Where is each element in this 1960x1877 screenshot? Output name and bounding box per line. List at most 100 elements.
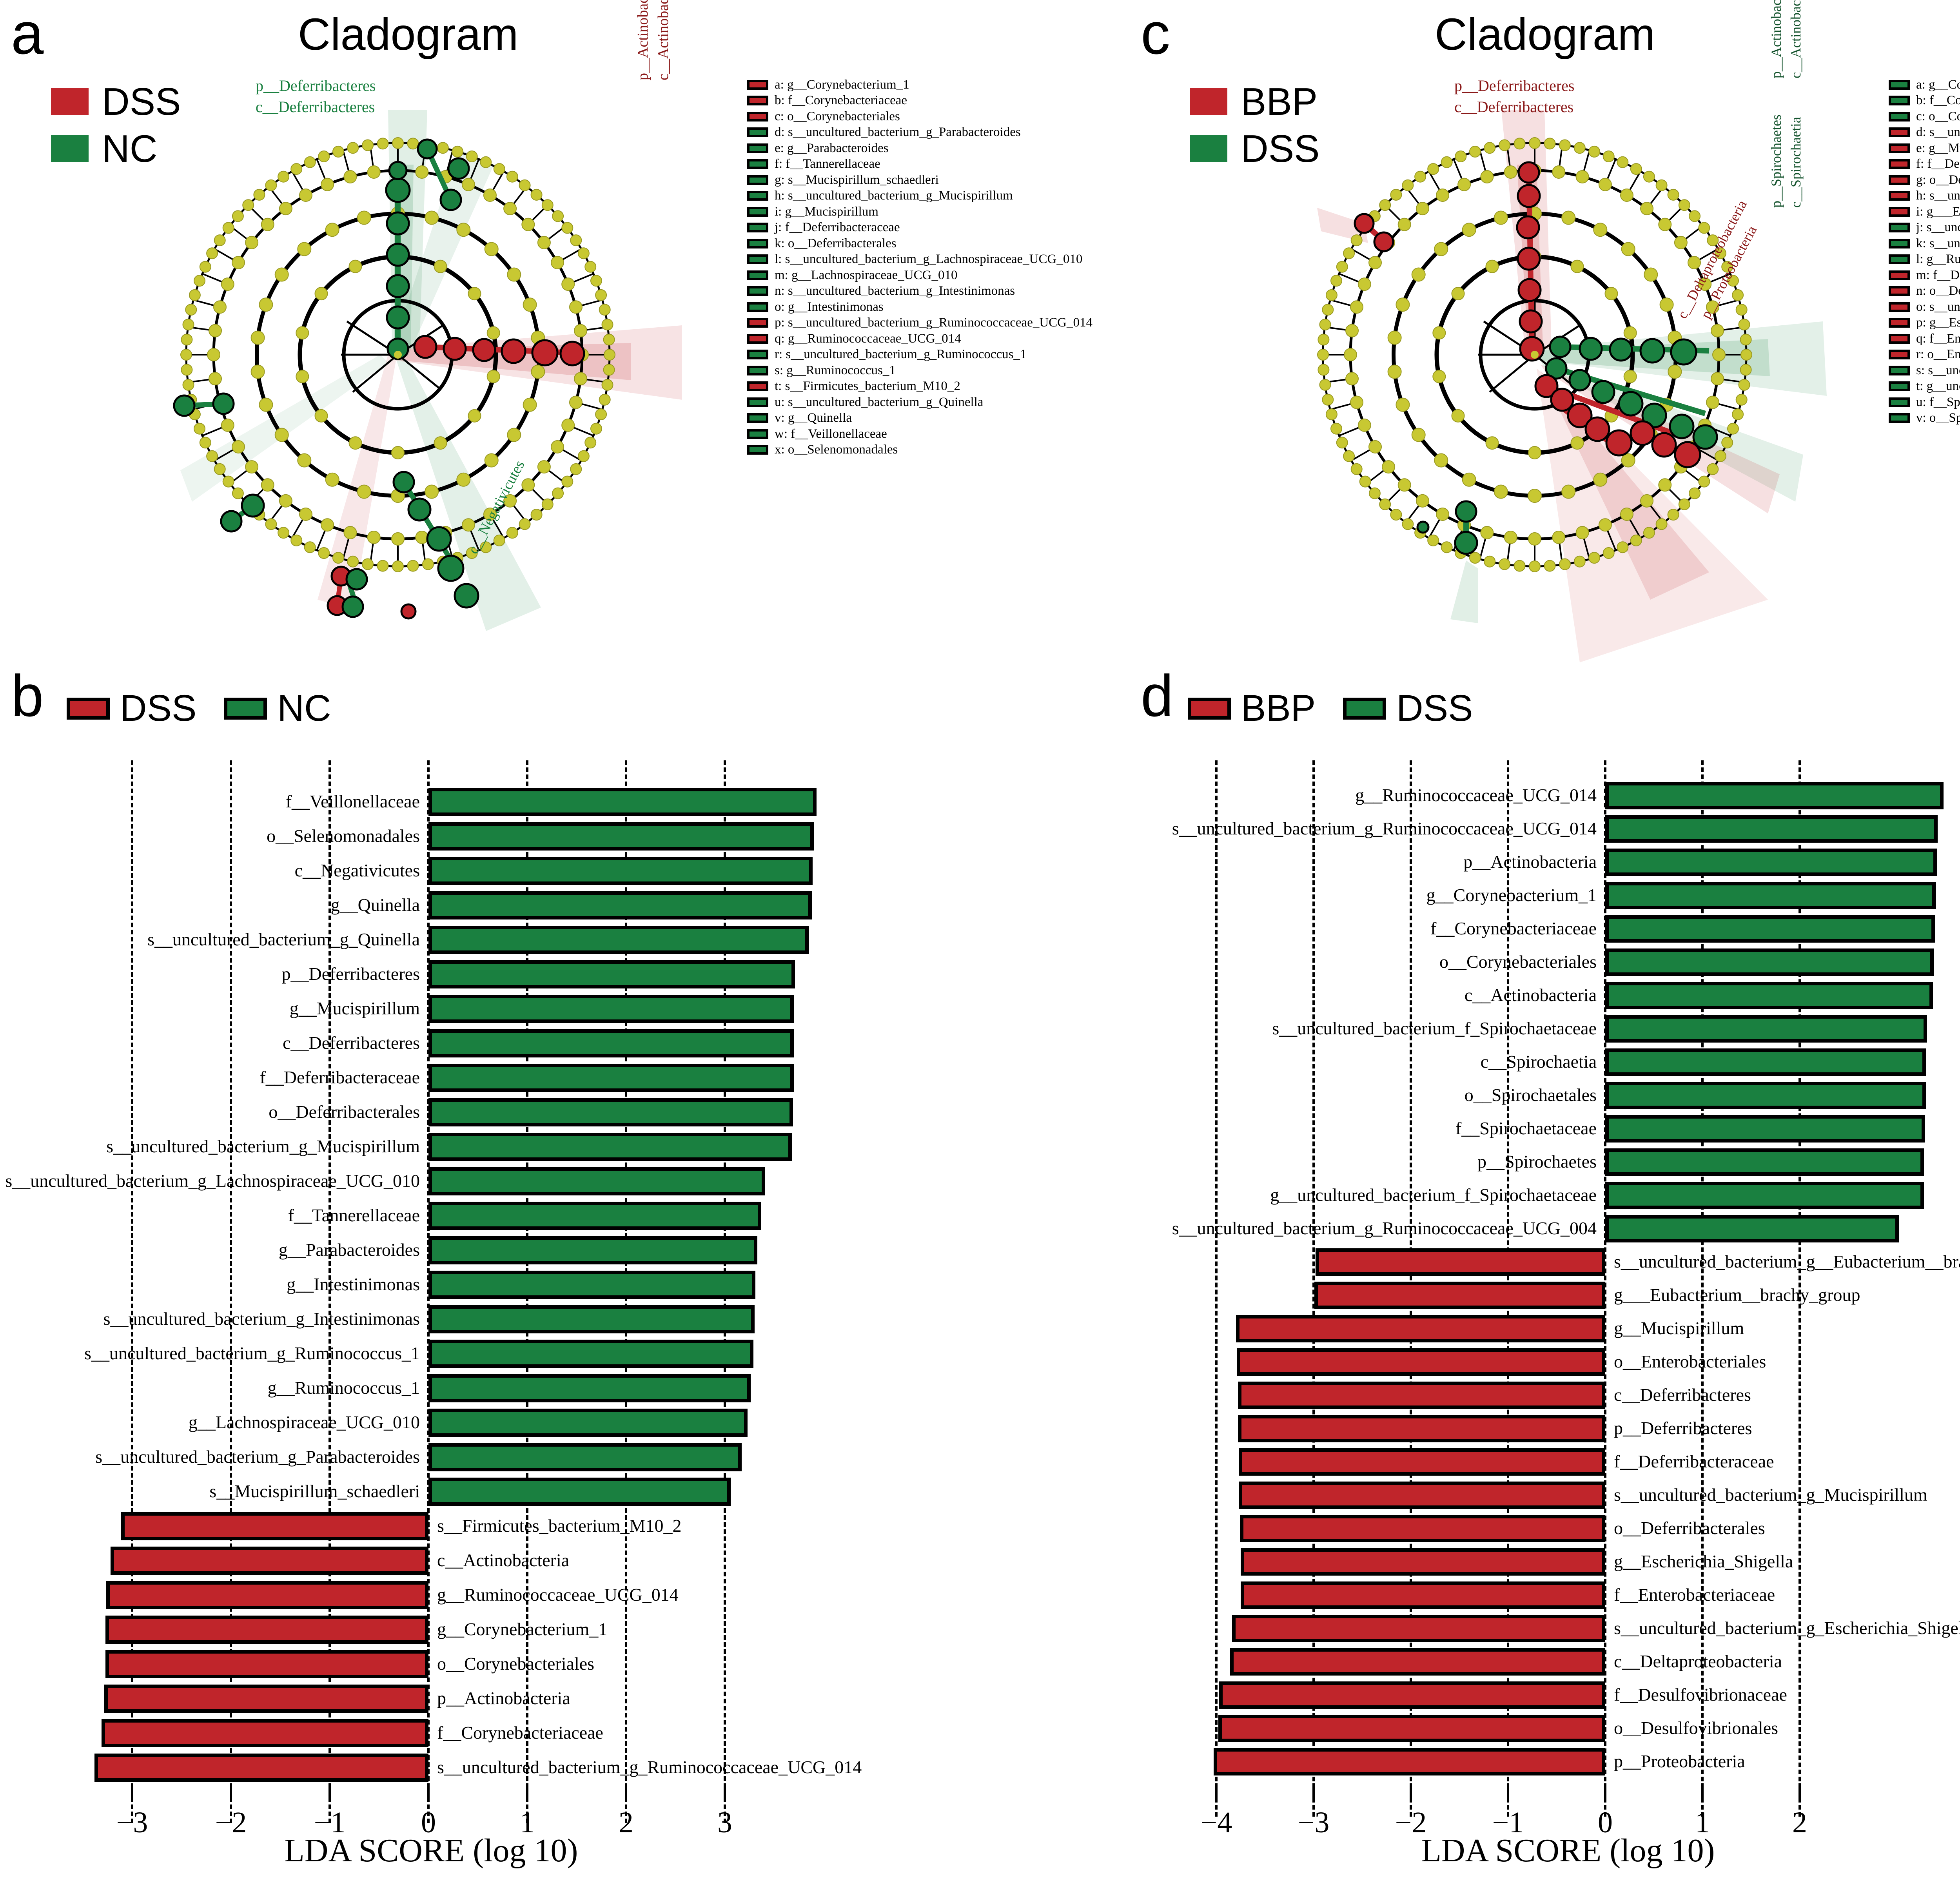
- key-row: p: g__Escherichia_Shigella: [1889, 315, 1960, 331]
- bar-label: s__uncultured_bacterium_g_Ruminococcacea…: [1172, 1218, 1597, 1238]
- bar-f__Corynebacteriaceae: [1605, 915, 1935, 943]
- key-label-m: m: g__Lachnospiraceae_UCG_010: [775, 268, 958, 282]
- bar-o__Spirochaetales: [1605, 1082, 1926, 1109]
- tick-label-3: 3: [717, 1806, 732, 1839]
- key-row: q: g__Ruminococcaceae_UCG_014: [747, 331, 1093, 347]
- panel-letter-c: c: [1141, 0, 1170, 66]
- bar-label: p__Spirochaetes: [1477, 1152, 1597, 1172]
- key-row: i: g___Eubacterium__brachy_group: [1889, 204, 1960, 220]
- gridline--1: [328, 760, 331, 1823]
- bar-c__Deltaproteobacteria: [1230, 1648, 1605, 1676]
- key-swatch-r: [747, 350, 768, 360]
- key-label-t: t: g__uncultured_bacterium_f_Spirochaeta…: [1916, 379, 1960, 394]
- key-label-v: v: o__Spirochaetales: [1916, 411, 1960, 425]
- bar-g__Quinella: [428, 891, 812, 919]
- key-label-h: h: s__uncultured_bacterium_g_Mucispirill…: [775, 189, 1013, 203]
- bar-label: c__Deferribacteres: [1614, 1385, 1751, 1405]
- bar-p__Actinobacteria: [1605, 849, 1937, 876]
- legend-label-dss-c: DSS: [1241, 127, 1320, 170]
- wedge-label-p-actinobacteria-a: p__Actinobacteria: [635, 0, 651, 80]
- cladogram-c-root-node: [1531, 351, 1539, 359]
- legend-item-dss: DSS: [51, 82, 181, 121]
- legend-swatch-bbp: [1190, 88, 1227, 115]
- key-row: r: s__uncultured_bacterium_g_Ruminococcu…: [747, 347, 1093, 363]
- key-label-s: s: s__uncultured_bacterium_f_Spirochaeta…: [1916, 363, 1960, 377]
- key-row: s: g__Ruminococcus_1: [747, 363, 1093, 379]
- bar-label: s__uncultured_bacterium_g_Quinella: [147, 929, 420, 949]
- key-label-p: p: g__Escherichia_Shigella: [1916, 316, 1960, 330]
- key-swatch-f: [747, 159, 768, 169]
- bar-label: f__Desulfovibrionaceae: [1614, 1685, 1787, 1705]
- legend-swatch-dss-c: [1190, 135, 1227, 162]
- key-row: l: g__Ruminococcaceae_UCG_014: [1889, 252, 1960, 268]
- key-label-b: b: f__Corynebacteriaceae: [1916, 93, 1960, 108]
- key-row: d: s__uncultured_bacterium_g_Parabactero…: [747, 125, 1093, 141]
- gridline--4: [1215, 760, 1218, 1817]
- key-row: t: g__uncultured_bacterium_f_Spirochaeta…: [1889, 379, 1960, 395]
- tick-3: [724, 1783, 726, 1802]
- bar-label: g__Quinella: [330, 895, 420, 915]
- key-label-h: h: s__uncultured_bacterium_g__Eubacteriu…: [1916, 189, 1960, 203]
- tick--2: [1410, 1783, 1412, 1802]
- key-swatch-d: [747, 127, 768, 138]
- bar-label: g__Ruminococcus_1: [267, 1378, 420, 1398]
- key-label-a: a: g__Corynebacterium_1: [1916, 77, 1960, 92]
- key-row: r: o__Enterobacteriales: [1889, 347, 1960, 363]
- key-swatch-m: [1889, 270, 1910, 280]
- bar-o__Corynebacteriales: [105, 1650, 428, 1678]
- key-label-r: r: o__Enterobacteriales: [1916, 347, 1960, 362]
- bar-label: g__Parabacteroides: [278, 1240, 420, 1260]
- bar-g__Mucispirillum: [428, 995, 794, 1023]
- key-swatch-v: [747, 413, 768, 423]
- bar-label: s__uncultured_bacterium_g_Mucispirillum: [106, 1136, 420, 1156]
- key-label-l: l: g__Ruminococcaceae_UCG_014: [1916, 252, 1960, 267]
- key-row: c: o__Corynebacteriales: [1889, 109, 1960, 125]
- bar-c__Actinobacteria: [110, 1547, 428, 1575]
- key-swatch-p: [747, 318, 768, 328]
- key-row: g: s__Mucispirillum_schaedleri: [747, 172, 1093, 188]
- bar-g__Ruminococcaceae_UCG_014: [1605, 782, 1944, 809]
- bar-label: f__Deferribacteraceae: [260, 1067, 420, 1087]
- panel-d-axis-title: LDA SCORE (log 10): [1421, 1832, 1715, 1869]
- bar-f__Spirochaetaceae: [1605, 1115, 1925, 1143]
- key-row: b: f__Corynebacteriaceae: [1889, 93, 1960, 109]
- bar-f__Corynebacteriaceae: [101, 1719, 428, 1747]
- bar-label: p__Deferribacteres: [1614, 1418, 1752, 1438]
- key-swatch-l: [1889, 254, 1910, 265]
- key-swatch-e: [747, 143, 768, 153]
- bar-label: o__Corynebacteriales: [437, 1654, 595, 1674]
- bar-s__uncultured_bacterium_g_Escherichia_Shigella: [1232, 1615, 1605, 1642]
- gridline-0: [1604, 760, 1606, 1817]
- key-row: n: o__Desulfovibrionales: [1889, 283, 1960, 299]
- key-swatch-m: [747, 270, 768, 280]
- legend-swatch-b-dss: [67, 697, 110, 720]
- legend-item-b-nc: NC: [224, 690, 331, 727]
- tick-label-0: 0: [1598, 1806, 1613, 1839]
- bar-o__Deferribacterales: [428, 1098, 793, 1126]
- key-swatch-r: [1889, 350, 1910, 360]
- key-swatch-t: [1889, 381, 1910, 392]
- key-swatch-b: [747, 96, 768, 106]
- legend-item-bbp: BBP: [1190, 82, 1320, 121]
- legend-label-d-bbp: BBP: [1241, 687, 1316, 729]
- tick-label--1: −1: [1492, 1806, 1524, 1839]
- legend-label-bbp: BBP: [1241, 80, 1318, 123]
- bar-label: g__Mucispirillum: [1614, 1318, 1744, 1338]
- bar-label: p__Proteobacteria: [1614, 1751, 1745, 1771]
- gridline--3: [131, 760, 133, 1823]
- key-swatch-s: [1889, 365, 1910, 375]
- bar-label: g__Ruminococcaceae_UCG_014: [437, 1585, 679, 1605]
- bar-s__uncultured_bacterium_f_Spirochaetaceae: [1605, 1015, 1927, 1043]
- legend-label-d-dss: DSS: [1396, 687, 1473, 729]
- bar-label: c__Negativicutes: [294, 860, 420, 880]
- bar-label: g__Corynebacterium_1: [1426, 885, 1597, 905]
- bar-label: s__uncultured_bacterium_g_Lachnospiracea…: [5, 1171, 420, 1191]
- tick-label-2: 2: [619, 1806, 633, 1839]
- bar-label: f__Deferribacteraceae: [1614, 1451, 1774, 1471]
- bar-label: o__Spirochaetales: [1464, 1085, 1597, 1105]
- key-swatch-w: [747, 429, 768, 439]
- cladogram-a-nodes: [180, 137, 615, 572]
- key-label-q: q: g__Ruminococcaceae_UCG_014: [775, 331, 961, 346]
- key-swatch-q: [747, 334, 768, 344]
- bar-label: f__Corynebacteriaceae: [437, 1723, 603, 1743]
